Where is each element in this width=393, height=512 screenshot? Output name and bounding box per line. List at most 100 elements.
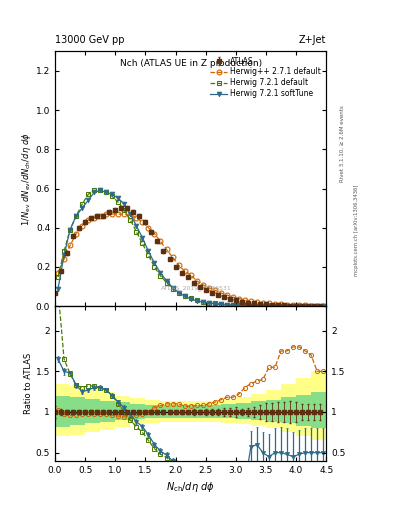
Line: Herwig 7.2.1 default: Herwig 7.2.1 default xyxy=(55,188,326,309)
Herwig++ 2.7.1 default xyxy=(297,302,301,308)
Herwig++ 2.7.1 default xyxy=(140,219,145,225)
Herwig 7.2.1 default xyxy=(92,187,97,194)
Herwig 7.2.1 default xyxy=(62,248,66,254)
Herwig 7.2.1 default xyxy=(255,303,259,309)
Herwig 7.2.1 default xyxy=(80,201,84,207)
Y-axis label: $1/N_\mathrm{ev}\ dN_\mathrm{ev}/dN_\mathrm{ch}/d\eta\ d\phi$: $1/N_\mathrm{ev}\ dN_\mathrm{ev}/dN_\mat… xyxy=(20,132,33,226)
Herwig++ 2.7.1 default xyxy=(122,211,127,217)
Herwig 7.2.1 default xyxy=(212,301,217,307)
Text: ATLAS_2019_I1736531: ATLAS_2019_I1736531 xyxy=(161,285,231,291)
Herwig 7.2.1 softTune xyxy=(194,297,199,304)
Herwig 7.2.1 default xyxy=(128,217,133,223)
Herwig 7.2.1 default xyxy=(303,303,307,309)
Herwig++ 2.7.1 default xyxy=(291,302,296,308)
Herwig 7.2.1 default xyxy=(152,264,157,270)
Herwig 7.2.1 default xyxy=(266,303,271,309)
Herwig 7.2.1 default xyxy=(176,290,181,296)
X-axis label: $N_\mathrm{ch}/d\eta\ d\phi$: $N_\mathrm{ch}/d\eta\ d\phi$ xyxy=(166,480,215,494)
Herwig 7.2.1 default xyxy=(146,252,151,258)
Herwig++ 2.7.1 default xyxy=(261,300,265,306)
Herwig++ 2.7.1 default xyxy=(116,211,121,217)
Herwig++ 2.7.1 default xyxy=(104,211,108,217)
Herwig++ 2.7.1 default xyxy=(188,272,193,278)
Herwig 7.2.1 default xyxy=(261,303,265,309)
Herwig++ 2.7.1 default xyxy=(134,215,139,221)
Herwig++ 2.7.1 default xyxy=(86,217,90,223)
Herwig 7.2.1 default xyxy=(104,189,108,196)
Herwig 7.2.1 softTune xyxy=(104,189,108,196)
Herwig 7.2.1 softTune xyxy=(176,289,181,295)
Herwig 7.2.1 softTune xyxy=(321,303,325,309)
Herwig 7.2.1 softTune xyxy=(237,303,241,309)
Herwig 7.2.1 default xyxy=(206,300,211,306)
Herwig++ 2.7.1 default xyxy=(230,294,235,300)
Herwig 7.2.1 default xyxy=(242,303,247,309)
Herwig++ 2.7.1 default xyxy=(315,303,320,309)
Y-axis label: Ratio to ATLAS: Ratio to ATLAS xyxy=(24,353,33,414)
Herwig 7.2.1 default xyxy=(74,213,79,219)
Herwig++ 2.7.1 default xyxy=(170,254,175,260)
Herwig++ 2.7.1 default xyxy=(237,295,241,302)
Herwig++ 2.7.1 default xyxy=(194,278,199,284)
Herwig++ 2.7.1 default xyxy=(62,256,66,262)
Herwig++ 2.7.1 default xyxy=(242,297,247,303)
Herwig++ 2.7.1 default xyxy=(285,302,289,308)
Herwig++ 2.7.1 default xyxy=(152,230,157,237)
Herwig++ 2.7.1 default xyxy=(164,246,169,252)
Herwig 7.2.1 softTune xyxy=(182,293,187,299)
Line: Herwig++ 2.7.1 default: Herwig++ 2.7.1 default xyxy=(55,211,326,308)
Herwig++ 2.7.1 default xyxy=(248,298,253,304)
Herwig 7.2.1 softTune xyxy=(266,303,271,309)
Herwig++ 2.7.1 default xyxy=(182,268,187,274)
Herwig 7.2.1 softTune xyxy=(62,252,66,258)
Herwig 7.2.1 softTune xyxy=(273,303,277,309)
Herwig 7.2.1 default xyxy=(291,303,296,309)
Herwig++ 2.7.1 default xyxy=(56,270,61,276)
Herwig++ 2.7.1 default xyxy=(224,292,229,298)
Herwig 7.2.1 default xyxy=(86,191,90,198)
Herwig 7.2.1 softTune xyxy=(206,300,211,306)
Herwig++ 2.7.1 default xyxy=(219,290,223,296)
Herwig++ 2.7.1 default xyxy=(255,299,259,305)
Herwig 7.2.1 softTune xyxy=(261,303,265,309)
Herwig 7.2.1 default xyxy=(237,302,241,308)
Herwig 7.2.1 default xyxy=(134,229,139,235)
Herwig 7.2.1 default xyxy=(158,273,163,279)
Herwig 7.2.1 softTune xyxy=(98,187,103,194)
Herwig 7.2.1 default xyxy=(170,286,175,292)
Herwig++ 2.7.1 default xyxy=(273,301,277,307)
Herwig 7.2.1 softTune xyxy=(68,227,72,233)
Text: 13000 GeV pp: 13000 GeV pp xyxy=(55,35,125,45)
Herwig 7.2.1 softTune xyxy=(219,302,223,308)
Herwig++ 2.7.1 default xyxy=(309,303,314,309)
Herwig 7.2.1 softTune xyxy=(200,299,205,305)
Herwig++ 2.7.1 default xyxy=(206,285,211,291)
Herwig 7.2.1 softTune xyxy=(80,205,84,211)
Herwig 7.2.1 softTune xyxy=(230,302,235,308)
Herwig 7.2.1 default xyxy=(285,303,289,309)
Text: Z+Jet: Z+Jet xyxy=(299,35,326,45)
Herwig++ 2.7.1 default xyxy=(176,262,181,268)
Herwig 7.2.1 default xyxy=(182,293,187,299)
Herwig++ 2.7.1 default xyxy=(212,287,217,293)
Line: Herwig 7.2.1 softTune: Herwig 7.2.1 softTune xyxy=(55,188,326,309)
Herwig 7.2.1 softTune xyxy=(224,302,229,308)
Herwig 7.2.1 softTune xyxy=(188,296,193,302)
Herwig 7.2.1 softTune xyxy=(74,213,79,219)
Herwig 7.2.1 softTune xyxy=(122,201,127,207)
Herwig 7.2.1 softTune xyxy=(212,301,217,307)
Herwig 7.2.1 default xyxy=(164,280,169,286)
Herwig++ 2.7.1 default xyxy=(80,223,84,229)
Herwig 7.2.1 softTune xyxy=(152,260,157,266)
Herwig++ 2.7.1 default xyxy=(92,215,97,221)
Herwig 7.2.1 default xyxy=(194,297,199,303)
Herwig 7.2.1 softTune xyxy=(297,303,301,309)
Text: mcplots.cern.ch [arXiv:1306.3436]: mcplots.cern.ch [arXiv:1306.3436] xyxy=(354,185,359,276)
Herwig 7.2.1 default xyxy=(98,187,103,194)
Herwig 7.2.1 softTune xyxy=(92,189,97,196)
Herwig 7.2.1 default xyxy=(188,295,193,302)
Herwig 7.2.1 softTune xyxy=(158,270,163,276)
Herwig 7.2.1 default xyxy=(68,227,72,233)
Herwig 7.2.1 softTune xyxy=(116,195,121,201)
Herwig 7.2.1 softTune xyxy=(279,303,283,309)
